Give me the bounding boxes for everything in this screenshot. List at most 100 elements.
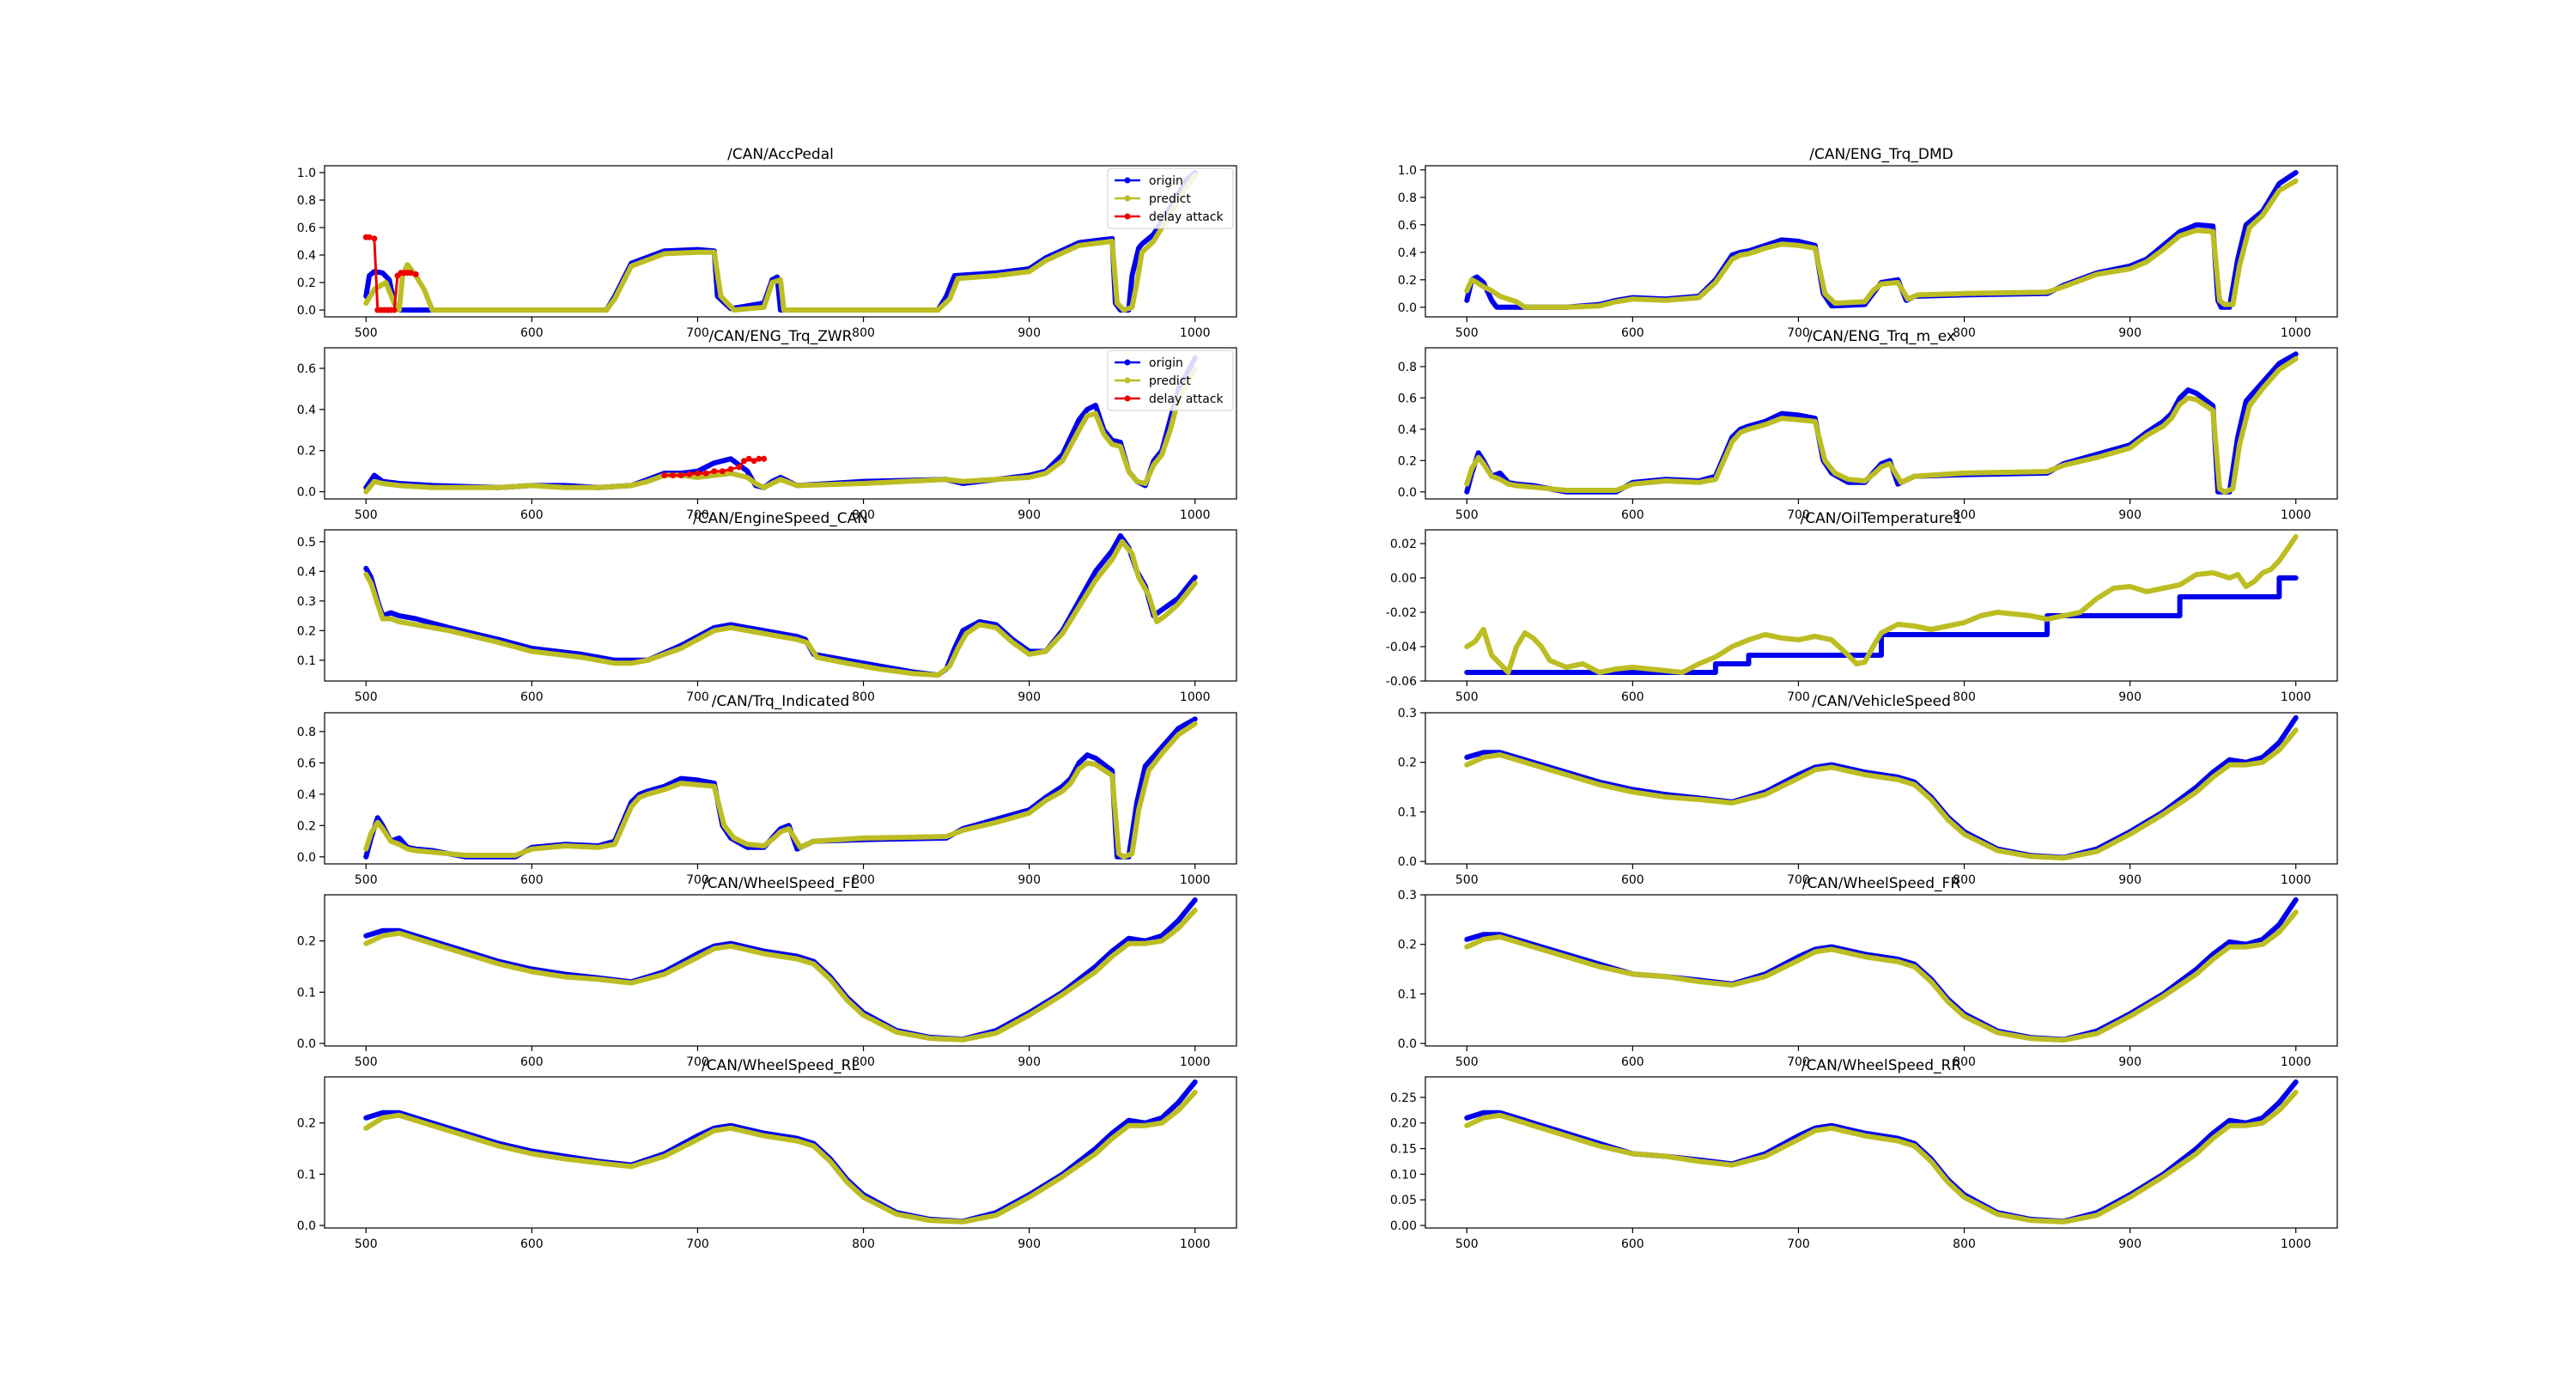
x-tick-label: 600 — [1621, 690, 1644, 704]
subplot-title: /CAN/ENG_Trq_m_ex — [1807, 328, 1955, 345]
x-tick-label: 1000 — [1180, 508, 1211, 522]
x-tick-label: 500 — [355, 326, 378, 340]
subplot-title: /CAN/EngineSpeed_CAN — [693, 510, 868, 527]
x-tick-label: 500 — [355, 1055, 378, 1069]
series-line-origin — [363, 532, 1198, 678]
data-point-delay-attack — [695, 470, 701, 477]
x-tick-label: 900 — [1018, 326, 1041, 340]
y-tick-label: 0.2 — [1398, 939, 1417, 952]
x-tick-label: 800 — [852, 1055, 875, 1069]
y-tick-label: 0.4 — [1398, 246, 1417, 260]
series-line-origin — [363, 356, 1198, 490]
y-tick-label: 0.0 — [297, 1037, 316, 1051]
y-tick-label: 0.4 — [297, 404, 316, 417]
y-tick-label: 0.4 — [297, 249, 316, 263]
data-point-delay-attack — [741, 458, 747, 465]
y-tick-label: 0.3 — [1398, 889, 1417, 903]
x-tick-label: 600 — [1621, 508, 1644, 522]
x-tick-label: 600 — [1621, 1237, 1644, 1251]
data-point-delay-attack — [745, 455, 752, 462]
data-point-delay-attack — [371, 235, 378, 242]
y-tick-label: 0.6 — [1398, 219, 1417, 233]
x-tick-label: 600 — [520, 326, 544, 340]
series-line-origin — [363, 716, 1198, 860]
subplot-eng-trq-dmd: 500 600 700 800 900 1000 0.0 0.2 0.4 0.6 0.8 1.0/CA… — [1398, 146, 2338, 340]
x-tick-label: 800 — [1953, 326, 1976, 340]
x-tick-label: 900 — [2118, 326, 2142, 340]
subplot-title: /CAN/ENG_Trq_ZWR — [709, 328, 853, 345]
series-line-predict — [1464, 727, 2299, 861]
series-line-origin — [1464, 575, 2299, 675]
series-line-predict — [1464, 909, 2299, 1043]
x-tick-label: 800 — [852, 1237, 875, 1251]
y-tick-label: 0.2 — [297, 819, 316, 833]
legend-label: origin — [1149, 356, 1183, 370]
data-point-delay-attack — [719, 468, 726, 475]
axes-frame — [1425, 712, 2338, 865]
subplot-trq-indicated: 500 600 700 800 900 1000 0.0 0.2 0.4 0.6 0.8/CAN/T… — [297, 693, 1237, 887]
y-tick-label: 0.0 — [297, 851, 316, 865]
x-tick-label: 900 — [2118, 873, 2142, 887]
x-tick-label: 900 — [2118, 1055, 2142, 1069]
data-point-delay-attack — [727, 465, 734, 472]
y-tick-label: 0.1 — [1398, 988, 1417, 1001]
y-tick-label: 0.6 — [297, 222, 316, 235]
y-tick-label: -0.04 — [1386, 641, 1417, 654]
subplot-title: /CAN/WheelSpeed_FR — [1802, 875, 1960, 892]
series-line-predict — [363, 720, 1198, 860]
x-tick-label: 600 — [520, 508, 544, 522]
y-tick-label: 0.05 — [1390, 1194, 1417, 1207]
data-point-delay-attack — [677, 472, 684, 478]
y-tick-label: 0.6 — [1398, 392, 1417, 405]
subplot-title: /CAN/ENG_Trq_DMD — [1809, 146, 1953, 163]
data-point-delay-attack — [661, 472, 668, 478]
series-line-predict — [1464, 178, 2299, 310]
x-tick-label: 800 — [1953, 690, 1976, 704]
series-line-predict — [1464, 534, 2299, 675]
y-tick-label: 0.2 — [1398, 274, 1417, 288]
y-tick-label: 0.0 — [297, 1219, 316, 1233]
series-line-origin — [363, 170, 1198, 313]
legend: origin predict delay attack — [1107, 167, 1234, 229]
x-tick-label: 1000 — [2281, 690, 2312, 704]
x-tick-label: 500 — [355, 873, 378, 887]
subplot-title: /CAN/OilTemperature1 — [1800, 510, 1962, 527]
y-tick-label: 0.8 — [1398, 192, 1417, 205]
axes-frame — [324, 165, 1237, 318]
x-tick-label: 600 — [520, 1237, 544, 1251]
series-line-origin — [1464, 1079, 2299, 1225]
x-tick-label: 1000 — [2281, 1055, 2312, 1069]
x-tick-label: 500 — [1455, 1055, 1479, 1069]
y-tick-label: 0.10 — [1390, 1168, 1417, 1182]
series-line-predict — [363, 173, 1198, 313]
subplot-eng-trq-zwr: 500 600 700 800 900 1000 0.0 0.2 0.4 0.6/CAN/ENG_… — [297, 328, 1237, 522]
x-tick-label: 700 — [1787, 1237, 1810, 1251]
x-tick-label: 800 — [852, 508, 875, 522]
y-tick-label: 0.2 — [297, 624, 316, 638]
subplot-wheelspeed-rl: 500 600 700 800 900 1000 0.0 0.1 0.2/CAN/WheelSp… — [297, 1057, 1237, 1251]
legend-marker — [1124, 395, 1131, 402]
subplot-title: /CAN/AccPedal — [727, 146, 834, 163]
legend: origin predict delay attack — [1107, 350, 1234, 411]
x-tick-label: 800 — [852, 690, 875, 704]
x-tick-label: 1000 — [1180, 1055, 1211, 1069]
x-tick-label: 1000 — [1180, 873, 1211, 887]
y-tick-label: 0.3 — [297, 595, 316, 609]
x-tick-label: 700 — [686, 508, 709, 522]
y-tick-label: 0.02 — [1390, 538, 1417, 551]
series-line-predict — [1464, 356, 2299, 495]
y-tick-label: 0.1 — [297, 654, 316, 668]
axes-frame — [324, 1076, 1237, 1229]
x-tick-label: 700 — [686, 1237, 709, 1251]
x-tick-label: 500 — [1455, 873, 1479, 887]
y-tick-label: 0.0 — [1398, 855, 1417, 869]
y-tick-label: -0.02 — [1386, 606, 1417, 620]
series-line-predict — [363, 907, 1198, 1043]
series-line-origin — [1464, 714, 2299, 860]
subplot-accpedal: 500 600 700 800 900 1000 0.0 0.2 0.4 0.6 0.8 1.0/CA… — [297, 146, 1237, 340]
legend-box — [1107, 350, 1234, 411]
axes-frame — [1425, 347, 2338, 500]
data-point-delay-attack — [702, 470, 709, 477]
x-tick-label: 900 — [1018, 508, 1041, 522]
